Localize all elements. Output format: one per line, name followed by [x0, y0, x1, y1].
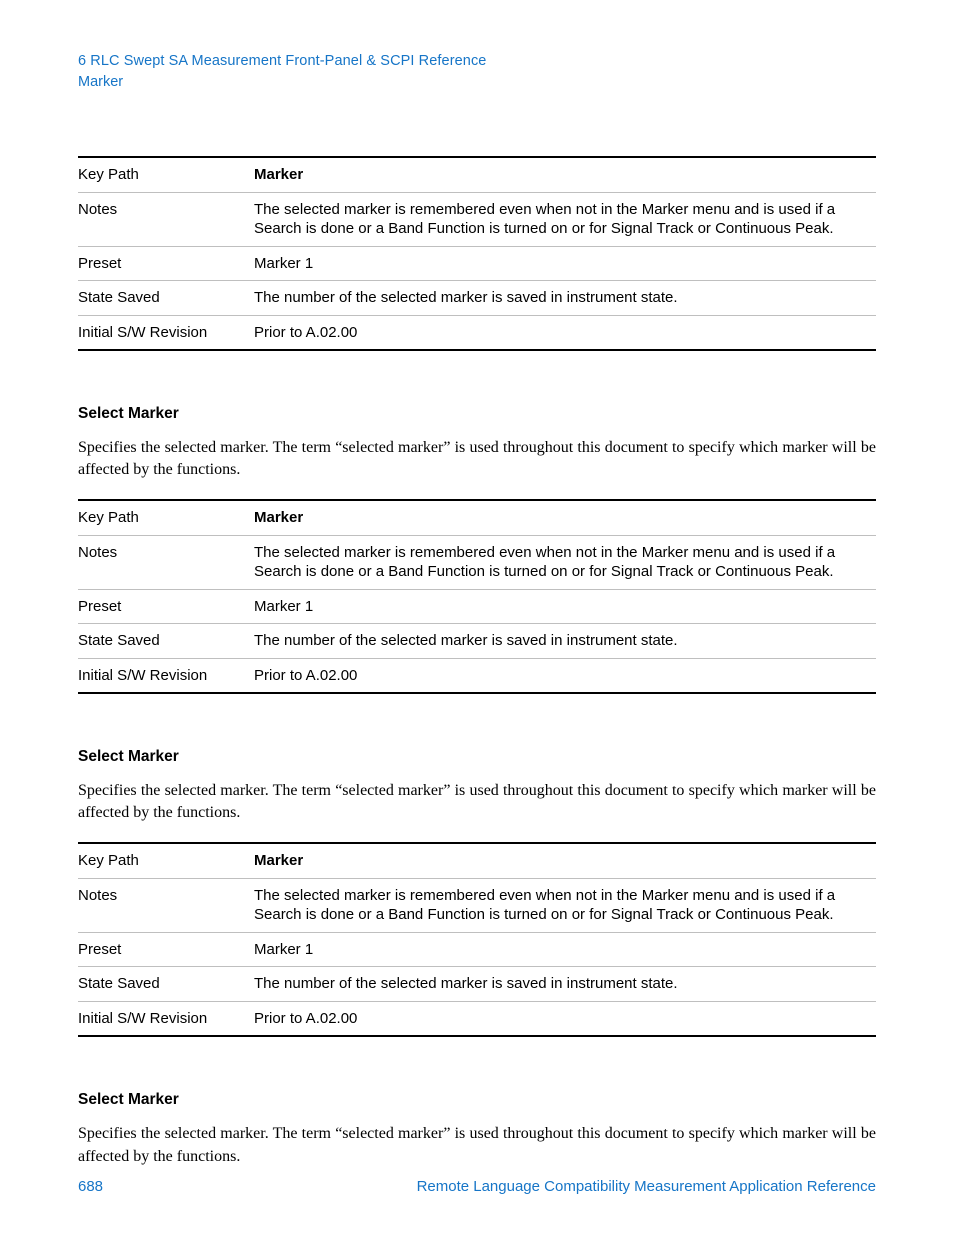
table-row: Key Path Marker: [78, 157, 876, 192]
footer-title: Remote Language Compatibility Measuremen…: [417, 1178, 876, 1195]
table-row: Notes The selected marker is remembered …: [78, 878, 876, 932]
table-row: Key Path Marker: [78, 843, 876, 878]
page-number: 688: [78, 1178, 103, 1195]
row-value: The selected marker is remembered even w…: [254, 192, 876, 246]
section-heading: Select Marker: [78, 405, 876, 423]
row-value: Prior to A.02.00: [254, 1001, 876, 1036]
section-heading: Select Marker: [78, 748, 876, 766]
row-label: Key Path: [78, 157, 254, 192]
row-label: Key Path: [78, 500, 254, 535]
row-value: The number of the selected marker is sav…: [254, 624, 876, 659]
row-label: Initial S/W Revision: [78, 1001, 254, 1036]
row-value: The selected marker is remembered even w…: [254, 878, 876, 932]
page-footer: 688 Remote Language Compatibility Measur…: [78, 1178, 876, 1195]
row-value: Marker: [254, 843, 876, 878]
table-row: Notes The selected marker is remembered …: [78, 192, 876, 246]
row-value: Marker 1: [254, 246, 876, 281]
row-value: Marker: [254, 157, 876, 192]
row-label: Preset: [78, 589, 254, 624]
header-chapter-line: 6 RLC Swept SA Measurement Front-Panel &…: [78, 52, 876, 72]
section-body: Specifies the selected marker. The term …: [78, 437, 876, 481]
table-row: State Saved The number of the selected m…: [78, 624, 876, 659]
row-value: Prior to A.02.00: [254, 658, 876, 693]
row-value: The selected marker is remembered even w…: [254, 535, 876, 589]
row-label: Notes: [78, 878, 254, 932]
table-row: Initial S/W Revision Prior to A.02.00: [78, 1001, 876, 1036]
row-value: The number of the selected marker is sav…: [254, 281, 876, 316]
row-label: Key Path: [78, 843, 254, 878]
row-label: Preset: [78, 932, 254, 967]
row-label: Initial S/W Revision: [78, 315, 254, 350]
row-label: Preset: [78, 246, 254, 281]
parameter-table: Key Path Marker Notes The selected marke…: [78, 156, 876, 351]
parameter-table: Key Path Marker Notes The selected marke…: [78, 842, 876, 1037]
table-row: Preset Marker 1: [78, 246, 876, 281]
row-label: State Saved: [78, 281, 254, 316]
row-label: Notes: [78, 535, 254, 589]
section-body: Specifies the selected marker. The term …: [78, 780, 876, 824]
row-value: Marker 1: [254, 589, 876, 624]
section-heading: Select Marker: [78, 1091, 876, 1109]
table-row: Key Path Marker: [78, 500, 876, 535]
table-row: Initial S/W Revision Prior to A.02.00: [78, 315, 876, 350]
row-value: The number of the selected marker is sav…: [254, 967, 876, 1002]
section-body: Specifies the selected marker. The term …: [78, 1123, 876, 1167]
table-row: Initial S/W Revision Prior to A.02.00: [78, 658, 876, 693]
header-section-line: Marker: [78, 73, 876, 93]
table-row: State Saved The number of the selected m…: [78, 281, 876, 316]
row-value: Marker: [254, 500, 876, 535]
row-label: Notes: [78, 192, 254, 246]
table-row: State Saved The number of the selected m…: [78, 967, 876, 1002]
row-label: State Saved: [78, 624, 254, 659]
row-value: Prior to A.02.00: [254, 315, 876, 350]
table-row: Preset Marker 1: [78, 932, 876, 967]
table-row: Preset Marker 1: [78, 589, 876, 624]
table-row: Notes The selected marker is remembered …: [78, 535, 876, 589]
row-label: State Saved: [78, 967, 254, 1002]
row-label: Initial S/W Revision: [78, 658, 254, 693]
parameter-table: Key Path Marker Notes The selected marke…: [78, 499, 876, 694]
row-value: Marker 1: [254, 932, 876, 967]
